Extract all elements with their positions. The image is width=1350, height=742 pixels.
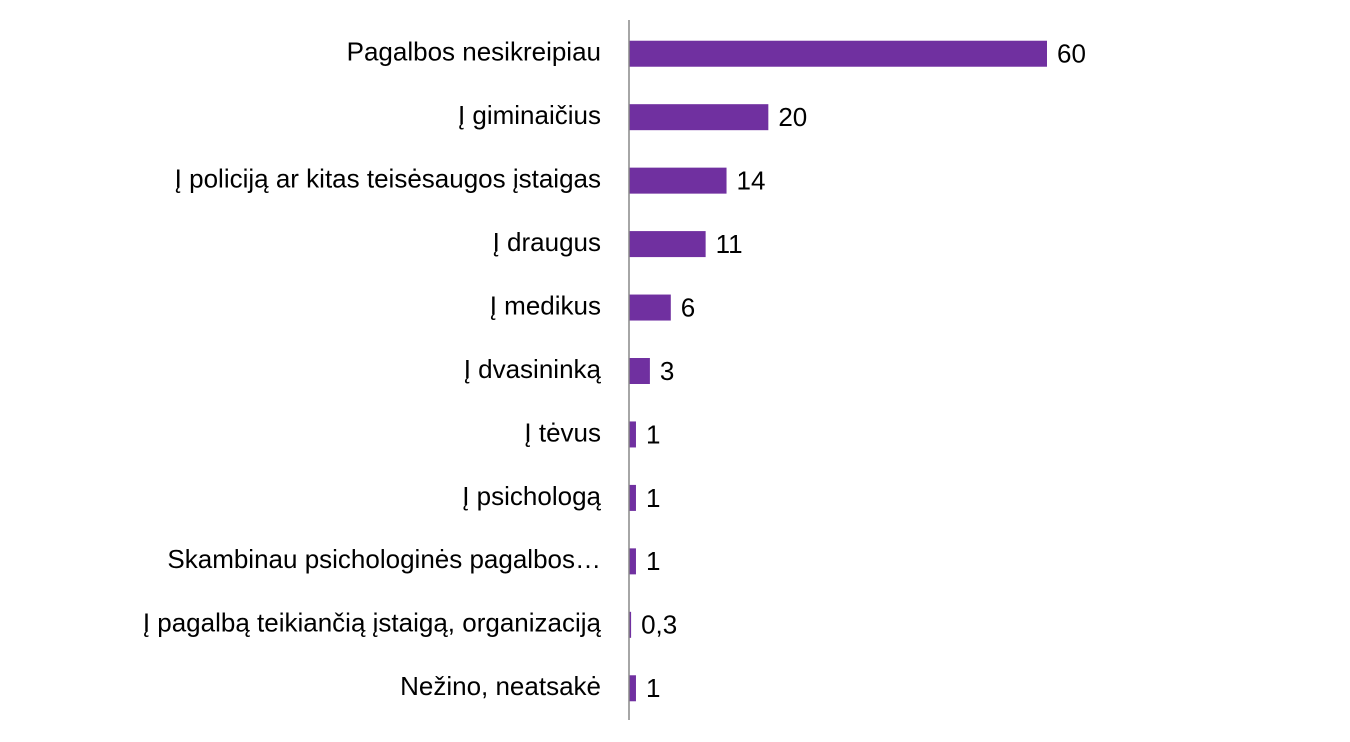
y-tick-label: Į policiją ar kitas teisėsaugos įstaigas <box>175 164 601 194</box>
y-tick-label: Į pagalbą teikiančią įstaigą, organizaci… <box>143 608 602 638</box>
value-label: 0,3 <box>641 610 677 640</box>
value-label: 3 <box>660 356 674 386</box>
y-tick-label: Į giminaičius <box>458 100 601 130</box>
bar <box>629 548 636 575</box>
y-tick-label: Pagalbos nesikreipiau <box>347 37 601 67</box>
value-label: 1 <box>646 673 660 703</box>
value-label: 1 <box>646 546 660 576</box>
bar <box>629 167 727 194</box>
value-label: 6 <box>681 292 695 322</box>
value-label: 20 <box>778 102 807 132</box>
bar <box>629 294 671 321</box>
bar <box>629 421 636 448</box>
bar <box>629 484 636 511</box>
bar <box>629 358 650 384</box>
y-tick-label: Į dvasininką <box>464 354 602 384</box>
y-tick-label: Skambinau psichologinės pagalbos… <box>167 544 601 574</box>
bar <box>629 611 632 638</box>
value-label: 11 <box>716 229 743 259</box>
bar <box>629 675 636 702</box>
bar <box>629 40 1047 67</box>
y-tick-label: Į psichologą <box>462 481 601 511</box>
y-tick-label: Į draugus <box>493 227 601 257</box>
bar <box>629 231 706 258</box>
bar <box>629 104 769 131</box>
value-label: 1 <box>646 483 660 513</box>
value-label: 1 <box>646 419 660 449</box>
value-label: 60 <box>1057 39 1086 69</box>
y-tick-label: Į medikus <box>490 290 601 320</box>
y-tick-label: Nežino, neatsakė <box>400 671 601 701</box>
value-label: 14 <box>737 166 766 196</box>
y-tick-label: Į tėvus <box>524 417 601 447</box>
